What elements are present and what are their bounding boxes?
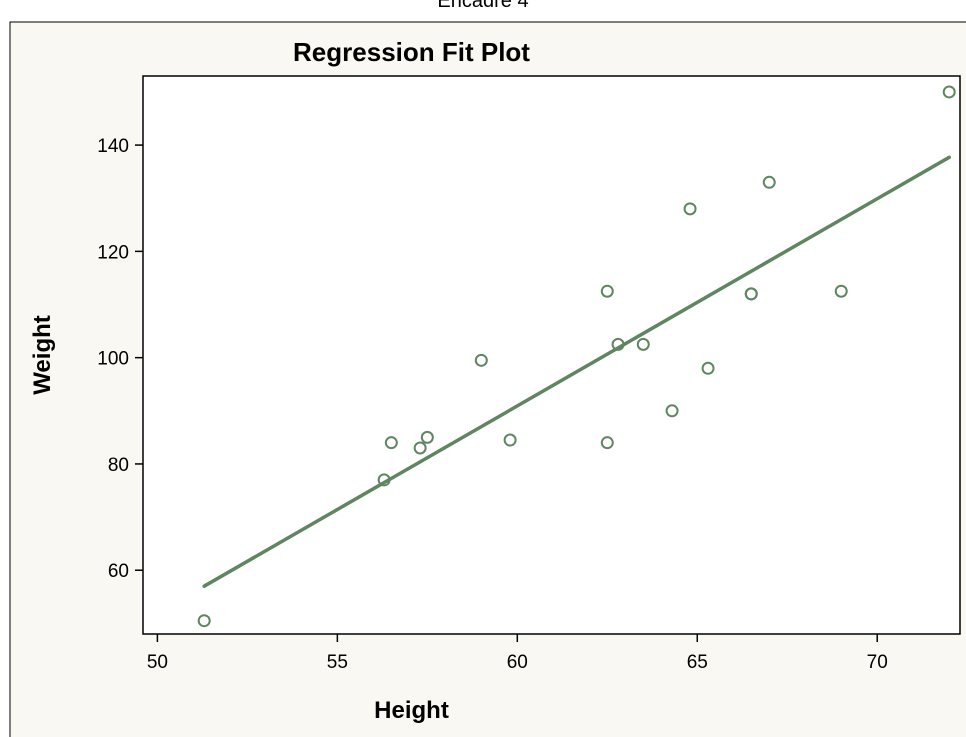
x-tick-label: 70 <box>867 652 888 673</box>
data-point <box>701 361 715 375</box>
data-point <box>762 175 776 189</box>
data-point <box>600 436 614 450</box>
x-tick-label: 55 <box>327 652 348 673</box>
regression-line <box>202 155 951 588</box>
y-tick-label: 140 <box>97 136 129 157</box>
y-tick-label: 60 <box>108 561 129 582</box>
chart-title: Regression Fit Plot <box>293 37 530 67</box>
data-point <box>503 433 517 447</box>
data-point <box>474 353 488 367</box>
y-tick-label: 100 <box>97 349 129 370</box>
data-point <box>600 284 614 298</box>
data-point <box>942 85 956 99</box>
y-axis-label: Weight <box>29 315 56 395</box>
y-tick-label: 120 <box>97 242 129 263</box>
data-point <box>636 337 650 351</box>
data-point <box>683 202 697 216</box>
x-tick-label: 50 <box>147 652 168 673</box>
figure-caption: Encadré 4 <box>437 0 529 12</box>
data-point <box>834 284 848 298</box>
data-point <box>665 404 679 418</box>
data-point <box>377 473 391 487</box>
data-point <box>197 614 211 628</box>
y-tick-label: 80 <box>108 455 129 476</box>
x-tick-label: 60 <box>507 652 528 673</box>
x-tick-label: 65 <box>687 652 708 673</box>
data-point <box>413 441 427 455</box>
data-point <box>744 287 758 301</box>
data-point <box>384 436 398 450</box>
data-point <box>611 337 625 351</box>
data-point <box>420 430 434 444</box>
x-axis-label: Height <box>374 697 449 724</box>
